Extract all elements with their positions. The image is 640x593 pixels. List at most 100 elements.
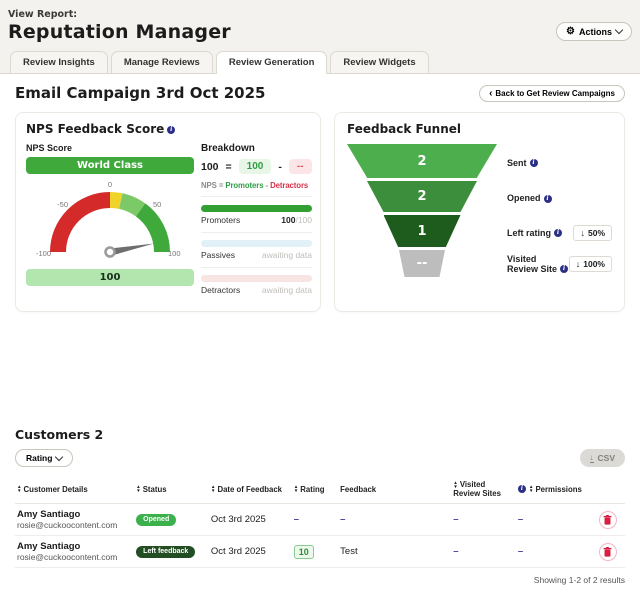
funnel-segment-visited: -- xyxy=(399,250,445,277)
col-visited-review-sites[interactable]: Visited Review Sites xyxy=(451,475,516,504)
status-badge: Opened xyxy=(136,513,177,526)
delete-button[interactable] xyxy=(598,542,617,561)
campaign-title: Email Campaign 3rd Oct 2025 xyxy=(15,84,266,102)
nps-formula: NPS = Promoters - Detractors xyxy=(201,181,312,197)
formula-detractors: Detractors xyxy=(270,181,309,190)
funnel-segment-opened: 2 xyxy=(367,181,477,212)
info-icon[interactable]: i xyxy=(529,159,538,168)
gauge-needle-hub xyxy=(104,246,116,258)
rating-filter-label: Rating xyxy=(26,453,53,463)
sort-icon xyxy=(17,485,22,493)
table-row: Amy Santiago rosie@cuckoocontent.com Ope… xyxy=(15,503,625,536)
eq-equals: = xyxy=(225,160,232,173)
permissions-value: – xyxy=(515,503,597,536)
feedback-value: Test xyxy=(338,535,452,568)
col-label: Date of Feedback xyxy=(217,484,283,494)
visited-review-sites-value: – xyxy=(451,503,516,536)
col-actions xyxy=(596,475,625,504)
nps-card-title: NPS Feedback Score i xyxy=(26,122,312,136)
funnel-segment-left-rating: 1 xyxy=(383,215,461,247)
customer-email: rosie@cuckoocontent.com xyxy=(17,520,118,530)
drop-rate-visited: 100% xyxy=(568,255,612,272)
customers-section: Customers 2 Rating CSV Customer Details … xyxy=(0,415,640,593)
nps-score-label: NPS Score xyxy=(26,143,73,153)
customer-name: Amy Santiago xyxy=(17,509,81,520)
col-customer-details[interactable]: Customer Details xyxy=(15,475,135,504)
col-permissions[interactable]: i Permissions xyxy=(515,475,597,504)
funnel-graphic: 2 2 1 -- xyxy=(347,144,497,280)
gauge-tick-100: 100 xyxy=(168,249,181,258)
drop-rate-left-rating: 50% xyxy=(573,224,612,241)
nps-gauge-panel: NPS Score World Class 0 -50 50 -100 100 xyxy=(26,143,194,302)
gear-icon xyxy=(566,26,575,37)
promoters-value: 100/100 xyxy=(281,215,312,225)
sort-icon xyxy=(453,481,458,489)
passives-awaiting: awaiting data xyxy=(261,250,312,260)
visited-review-sites-value: – xyxy=(451,535,516,568)
tab-review-widgets[interactable]: Review Widgets xyxy=(330,51,429,73)
passives-label: Passives xyxy=(201,250,236,260)
nps-gauge: 0 -50 50 -100 100 xyxy=(36,180,181,258)
info-icon[interactable]: i xyxy=(167,125,176,134)
csv-export-button[interactable]: CSV xyxy=(579,449,625,467)
arrow-down-icon xyxy=(576,259,581,269)
chevron-down-icon xyxy=(614,25,624,35)
sort-icon xyxy=(211,485,216,493)
detractors-label: Detractors xyxy=(201,285,241,295)
info-icon[interactable]: i xyxy=(543,194,552,203)
tab-review-insights[interactable]: Review Insights xyxy=(10,51,108,73)
col-label: Customer Details xyxy=(23,484,88,494)
drop-rate-value: 50% xyxy=(587,227,605,238)
col-date-of-feedback[interactable]: Date of Feedback xyxy=(208,475,292,504)
delete-button[interactable] xyxy=(598,510,617,529)
sort-icon xyxy=(529,485,534,493)
col-rating[interactable]: Rating xyxy=(291,475,339,504)
rating-value: – xyxy=(291,503,339,536)
customers-title: Customers 2 xyxy=(15,427,104,442)
passives-bar xyxy=(201,240,312,247)
nps-breakdown-panel: Breakdown 100 = 100 - -- NPS = Promoters… xyxy=(201,143,312,302)
gauge-tick-0: 0 xyxy=(108,180,112,189)
col-label: Rating xyxy=(300,484,325,494)
formula-sep: - xyxy=(265,181,269,190)
trash-icon xyxy=(603,514,612,525)
stat-left-rating: Left rating i xyxy=(507,228,562,238)
tab-review-generation[interactable]: Review Generation xyxy=(215,51,328,74)
nps-feedback-score-card: NPS Feedback Score i NPS Score World Clas… xyxy=(15,112,321,312)
nps-card-title-text: NPS Feedback Score xyxy=(26,122,165,136)
gauge-tick-neg100: -100 xyxy=(36,249,51,258)
col-label: Visited Review Sites xyxy=(453,480,501,498)
trash-icon xyxy=(603,546,612,557)
col-label: Feedback xyxy=(340,484,377,494)
eq-promoters-badge: 100 xyxy=(238,159,272,174)
info-icon[interactable]: i xyxy=(554,229,562,238)
actions-button[interactable]: Actions xyxy=(556,22,632,41)
col-status[interactable]: Status xyxy=(134,475,209,504)
promoters-bar xyxy=(201,205,312,212)
info-icon[interactable]: i xyxy=(517,485,526,494)
promoters-value-main: 100 xyxy=(281,215,296,225)
customers-table: Customer Details Status Date of Feedback… xyxy=(15,475,625,568)
col-label: Permissions xyxy=(535,484,582,494)
nps-gauge-value: 100 xyxy=(26,269,194,286)
results-count: Showing 1-2 of 2 results xyxy=(533,575,625,585)
tab-manage-reviews[interactable]: Manage Reviews xyxy=(110,51,213,73)
rating-filter-button[interactable]: Rating xyxy=(15,449,74,467)
gauge-tick-neg50: -50 xyxy=(57,200,68,209)
info-icon[interactable]: i xyxy=(560,265,569,274)
gauge-needle xyxy=(110,243,154,256)
formula-nps: NPS xyxy=(201,181,217,190)
breakdown-title: Breakdown xyxy=(201,143,255,154)
promoters-value-sub: /100 xyxy=(295,215,312,225)
formula-promoters: Promoters xyxy=(225,181,264,190)
csv-label: CSV xyxy=(597,453,615,463)
download-icon xyxy=(589,454,594,463)
rating-value: 10 xyxy=(293,544,314,559)
gauge-tick-50: 50 xyxy=(153,200,161,209)
stat-opened-text: Opened xyxy=(507,193,541,203)
back-to-campaigns-button[interactable]: Back to Get Review Campaigns xyxy=(479,84,625,102)
chevron-left-icon xyxy=(489,89,492,98)
stat-sent: Sent i xyxy=(507,158,538,168)
back-label: Back to Get Review Campaigns xyxy=(495,88,615,98)
detractors-awaiting: awaiting data xyxy=(261,285,312,295)
